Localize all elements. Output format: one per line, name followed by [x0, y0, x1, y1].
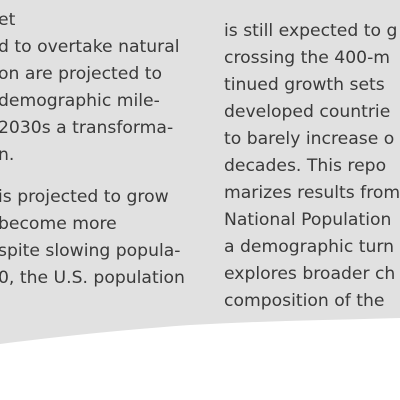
text-line: spite slowing popula-	[0, 241, 181, 261]
text-line: developed countrie	[224, 102, 391, 122]
paragraph-gap	[0, 169, 185, 184]
left-text-column: et d to overtake natural on are projecte…	[0, 0, 185, 292]
text-line: 2030s a transforma-	[0, 118, 174, 138]
text-line: tinued growth sets	[224, 75, 385, 95]
text-line: et	[0, 10, 16, 30]
text-line: demographic mile-	[0, 91, 160, 111]
text-line: composition of the	[224, 291, 385, 311]
text-line: d to overtake natural	[0, 37, 180, 57]
text-line: n.	[0, 145, 15, 165]
text-line: is projected to grow	[0, 187, 169, 207]
text-line: National Population	[224, 210, 392, 230]
text-line: a demographic turn	[224, 237, 395, 257]
text-line: marizes results from	[224, 183, 400, 203]
text-line: crossing the 400-m	[224, 48, 391, 68]
text-line: decades. This repo	[224, 156, 387, 176]
text-line: on are projected to	[0, 64, 162, 84]
text-line: explores broader ch	[224, 264, 396, 284]
text-line: become more	[0, 214, 117, 234]
curled-paper-sheet	[0, 0, 400, 344]
text-line: to barely increase o	[224, 129, 395, 149]
right-text-column: is still expected to g crossing the 400-…	[224, 0, 400, 315]
text-line: is still expected to g	[224, 21, 398, 41]
text-line: 0, the U.S. population	[0, 268, 185, 288]
